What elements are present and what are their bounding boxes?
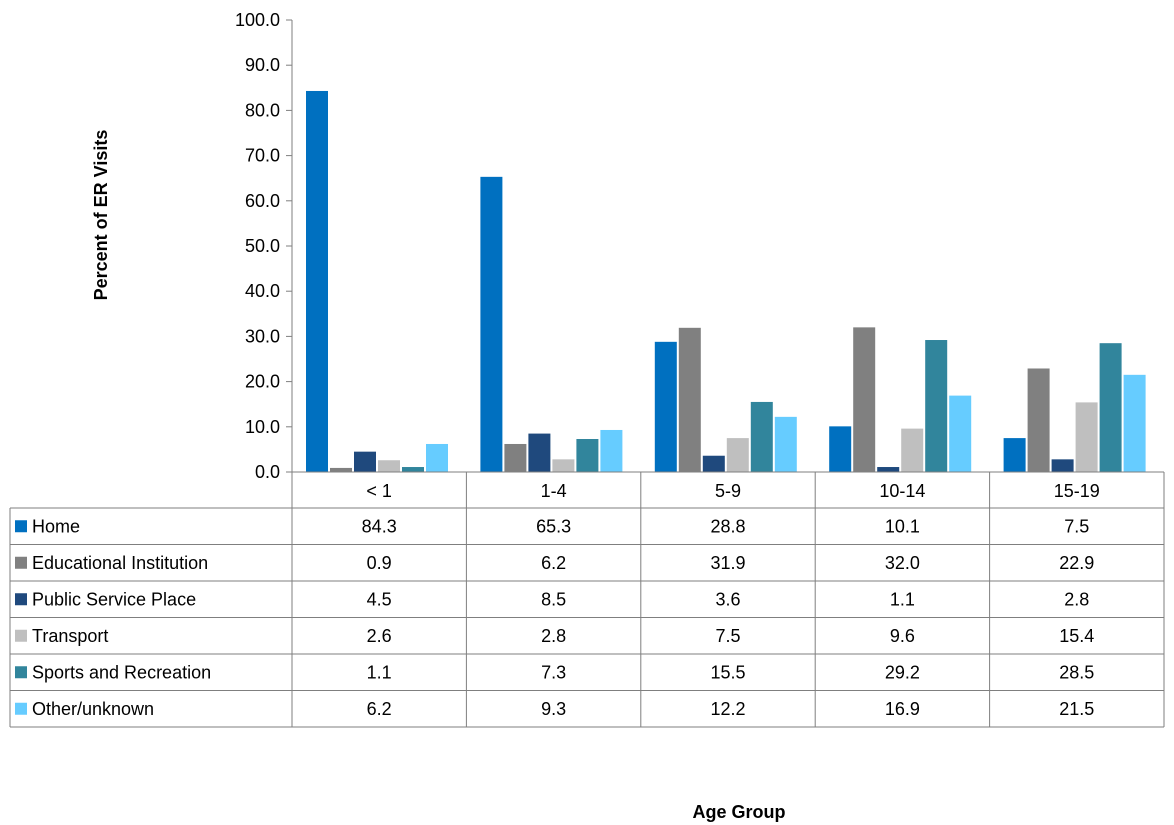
category-label: 5-9 bbox=[715, 481, 741, 501]
bar bbox=[354, 451, 376, 472]
bar bbox=[576, 439, 599, 472]
data-label: 7.3 bbox=[541, 662, 566, 682]
legend-swatch bbox=[15, 666, 27, 679]
legend-swatch bbox=[15, 520, 27, 533]
y-tick-label: 0.0 bbox=[255, 462, 280, 482]
bar bbox=[330, 467, 352, 472]
data-label: 6.2 bbox=[367, 699, 392, 719]
bar bbox=[504, 443, 527, 472]
bar bbox=[877, 467, 900, 472]
x-axis-label: Age Group bbox=[693, 802, 786, 822]
y-tick-label: 40.0 bbox=[245, 281, 280, 301]
y-tick-label: 30.0 bbox=[245, 326, 280, 346]
bar bbox=[774, 416, 797, 472]
data-label: 1.1 bbox=[890, 589, 915, 609]
data-label: 21.5 bbox=[1059, 699, 1094, 719]
y-tick-label: 70.0 bbox=[245, 146, 280, 166]
bar bbox=[654, 341, 677, 472]
bar bbox=[552, 459, 575, 472]
data-label: 10.1 bbox=[885, 516, 920, 536]
data-label: 4.5 bbox=[367, 589, 392, 609]
bar bbox=[600, 429, 623, 472]
data-label: 22.9 bbox=[1059, 553, 1094, 573]
category-label: 1-4 bbox=[541, 481, 567, 501]
bar bbox=[528, 433, 551, 472]
category-label: 15-19 bbox=[1054, 481, 1100, 501]
bar bbox=[1051, 459, 1074, 472]
data-label: 15.5 bbox=[710, 662, 745, 682]
legend-series-name: Educational Institution bbox=[32, 553, 208, 573]
bar bbox=[1123, 374, 1146, 472]
data-label: 8.5 bbox=[541, 589, 566, 609]
bar bbox=[949, 395, 972, 472]
bar bbox=[678, 327, 701, 472]
legend-swatch bbox=[15, 629, 27, 642]
legend-series-name: Public Service Place bbox=[32, 589, 196, 609]
bar bbox=[829, 426, 852, 472]
category-label: < 1 bbox=[366, 481, 392, 501]
data-label: 15.4 bbox=[1059, 626, 1094, 646]
bar bbox=[1003, 438, 1026, 472]
y-tick-label: 60.0 bbox=[245, 191, 280, 211]
data-label: 6.2 bbox=[541, 553, 566, 573]
y-tick-label: 90.0 bbox=[245, 55, 280, 75]
data-label: 16.9 bbox=[885, 699, 920, 719]
legend-series-name: Home bbox=[32, 516, 80, 536]
data-label: 2.8 bbox=[1064, 589, 1089, 609]
data-label: 28.8 bbox=[710, 516, 745, 536]
legend-series-name: Transport bbox=[32, 626, 108, 646]
bar bbox=[402, 467, 424, 472]
y-tick-label: 50.0 bbox=[245, 236, 280, 256]
bar bbox=[378, 460, 400, 472]
bar bbox=[702, 455, 725, 472]
bar bbox=[925, 340, 948, 472]
data-label: 7.5 bbox=[1064, 516, 1089, 536]
data-label: 28.5 bbox=[1059, 662, 1094, 682]
y-tick-label: 80.0 bbox=[245, 100, 280, 120]
y-axis-label: Percent of ER Visits bbox=[91, 130, 111, 301]
legend-swatch bbox=[15, 593, 27, 606]
bar bbox=[480, 176, 503, 472]
bar bbox=[726, 438, 749, 472]
y-tick-label: 10.0 bbox=[245, 417, 280, 437]
data-label: 65.3 bbox=[536, 516, 571, 536]
data-label: 29.2 bbox=[885, 662, 920, 682]
data-label: 9.3 bbox=[541, 699, 566, 719]
category-label: 10-14 bbox=[879, 481, 925, 501]
data-label: 7.5 bbox=[715, 626, 740, 646]
bar bbox=[853, 327, 876, 472]
data-label: 2.6 bbox=[367, 626, 392, 646]
legend-swatch bbox=[15, 556, 27, 569]
y-tick-label: 100.0 bbox=[235, 10, 280, 30]
data-label: 0.9 bbox=[367, 553, 392, 573]
data-label: 2.8 bbox=[541, 626, 566, 646]
legend-swatch bbox=[15, 702, 27, 715]
y-tick-label: 20.0 bbox=[245, 372, 280, 392]
bar bbox=[1075, 402, 1098, 472]
bars-layer bbox=[306, 90, 1146, 473]
data-label: 9.6 bbox=[890, 626, 915, 646]
data-label: 31.9 bbox=[710, 553, 745, 573]
bar bbox=[901, 428, 924, 472]
data-label: 84.3 bbox=[362, 516, 397, 536]
bar bbox=[1099, 343, 1122, 472]
legend-series-name: Sports and Recreation bbox=[32, 662, 211, 682]
bar bbox=[306, 90, 328, 473]
data-label: 1.1 bbox=[367, 662, 392, 682]
data-table: < 1 1-4 5-9 10-14 15-19 Home 84.3 65.3 28.8 10.1 7… bbox=[9, 471, 1165, 728]
axes-layer: 0.0 10.0 20.0 30.0 40.0 50.0 60.0 70.0 80.0 90.0 1… bbox=[235, 10, 293, 482]
bar bbox=[1027, 368, 1050, 472]
legend-series-name: Other/unknown bbox=[32, 699, 154, 719]
data-label: 32.0 bbox=[885, 553, 920, 573]
bar bbox=[750, 401, 773, 472]
bar bbox=[426, 443, 448, 472]
data-label: 12.2 bbox=[710, 699, 745, 719]
data-label: 3.6 bbox=[715, 589, 740, 609]
